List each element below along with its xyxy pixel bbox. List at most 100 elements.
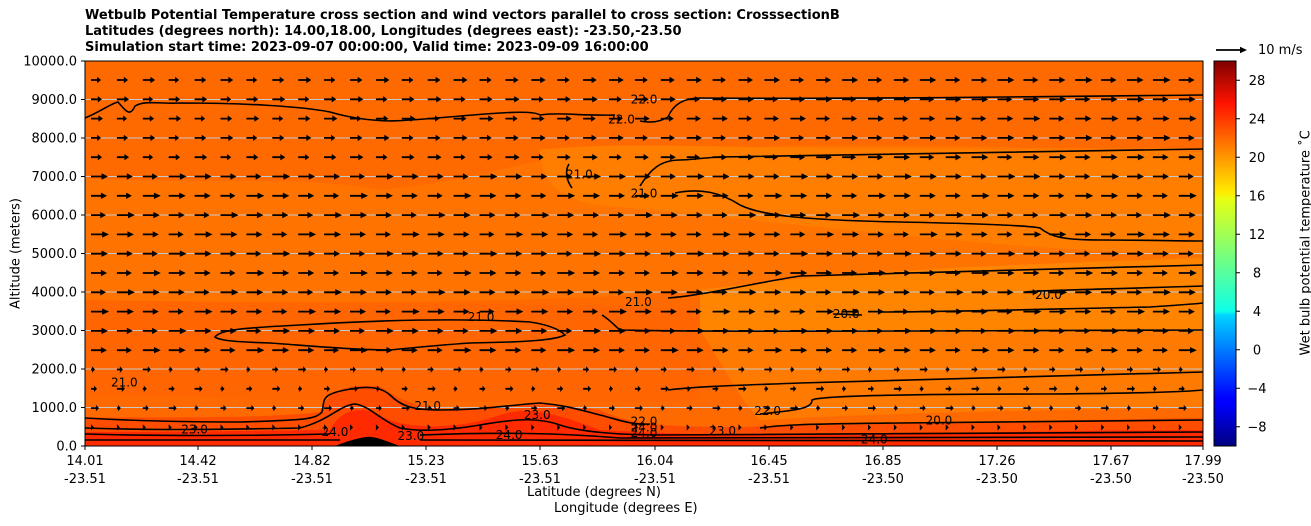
wind-vector: [220, 404, 227, 412]
wind-vector: [350, 134, 363, 142]
wind-vector: [686, 192, 704, 199]
wind-vector: [1152, 192, 1168, 199]
wind-vector: [945, 289, 964, 296]
colorbar-tick-label: 0: [1253, 343, 1261, 358]
wind-vector: [712, 269, 729, 277]
wind-vector: [738, 327, 755, 335]
wind-vector: [272, 173, 291, 180]
wind-vector: [246, 385, 253, 392]
wind-vector: [272, 327, 291, 335]
wind-vector: [220, 231, 238, 238]
wind-vector: [971, 269, 990, 277]
wind-vector: [997, 250, 1016, 257]
contour-line-17: [85, 432, 1203, 439]
wind-vector: [350, 289, 367, 296]
wind-vector: [479, 404, 488, 412]
wind-vector: [1023, 250, 1041, 257]
wind-vector: [91, 96, 102, 103]
wind-vector: [194, 154, 208, 161]
wind-vector: [401, 173, 419, 180]
wind-vector: [764, 76, 781, 84]
wind-vector: [1101, 76, 1117, 84]
wind-vector: [1178, 231, 1195, 238]
wind-vector: [557, 192, 576, 199]
wind-vector: [868, 250, 883, 257]
wind-vector: [298, 250, 316, 257]
wind-vector: [764, 154, 779, 161]
wind-vector: [893, 250, 912, 257]
wind-vector: [583, 154, 598, 161]
wind-vector: [557, 250, 573, 257]
wind-vector: [168, 385, 175, 392]
wind-vector: [91, 347, 107, 354]
wind-vector: [790, 96, 806, 103]
wind-vector: [324, 76, 336, 84]
wind-vector: [1127, 96, 1145, 103]
wind-vector: [505, 327, 523, 335]
wind-vector: [609, 192, 625, 199]
wind-vector: [324, 289, 343, 296]
wind-vector: [816, 192, 833, 199]
wind-vector: [609, 250, 626, 257]
wind-vector: [505, 134, 519, 142]
wind-vector: [427, 385, 436, 392]
wind-vector: [1101, 289, 1118, 296]
wind-vector: [220, 76, 234, 84]
wind-vector: [298, 366, 307, 373]
contour-line-15: [759, 419, 1203, 429]
wind-vector: [246, 327, 262, 335]
colorbar-tick-label: 24: [1249, 112, 1266, 127]
x-tick-label-lon: -23.50: [862, 472, 904, 487]
contour-line-13: [759, 389, 1203, 415]
wind-vector: [971, 424, 975, 431]
x-tick-label-lat: 14.82: [293, 454, 330, 469]
wind-vector: [919, 134, 937, 142]
wind-vector: [893, 154, 911, 161]
y-tick-label: 3000.0: [32, 324, 78, 339]
wind-vector: [1049, 404, 1054, 412]
wind-vector: [660, 96, 676, 103]
wind-vector: [375, 134, 390, 142]
wind-vector: [427, 192, 443, 199]
wind-vector: [738, 347, 754, 354]
wind-vector: [790, 366, 795, 373]
wind-vector: [479, 115, 494, 122]
wind-vector: [816, 76, 832, 84]
wind-vector: [868, 308, 884, 315]
x-tick-label-lon: -23.50: [1090, 472, 1132, 487]
wind-vector: [375, 404, 382, 412]
wind-vector: [220, 269, 236, 277]
wind-vector: [479, 250, 498, 257]
wind-vector: [945, 96, 962, 103]
wind-vector: [350, 366, 356, 373]
wind-vector: [531, 347, 547, 354]
wind-vector: [893, 211, 910, 219]
wind-vector: [531, 76, 546, 84]
wind-vector: [686, 134, 702, 142]
wind-vector: [764, 211, 782, 219]
wind-vector: [1023, 366, 1028, 373]
contour-label: 23.0: [709, 424, 736, 438]
wind-vector: [1101, 231, 1117, 238]
wind-reference-arrow: [1216, 46, 1247, 54]
wind-vector: [1101, 385, 1108, 392]
wind-vector: [557, 76, 570, 84]
wind-vector: [842, 289, 861, 296]
wind-vector: [764, 250, 780, 257]
wind-vector: [142, 404, 149, 412]
wind-vector: [375, 385, 380, 392]
wind-vector: [479, 231, 495, 238]
wind-vector: [1075, 424, 1079, 431]
wind-vector: [971, 96, 989, 103]
wind-vector: [634, 211, 653, 219]
wind-vector: [91, 115, 103, 122]
wind-vector: [1023, 404, 1032, 412]
wind-vector: [945, 424, 949, 431]
wind-vector: [1049, 327, 1066, 335]
wind-vector: [712, 211, 728, 219]
wind-vector: [375, 366, 384, 373]
wind-vector: [194, 308, 213, 315]
contour-label: 22.0: [631, 415, 658, 429]
wind-vector: [609, 134, 624, 142]
wind-vector: [997, 385, 1002, 392]
